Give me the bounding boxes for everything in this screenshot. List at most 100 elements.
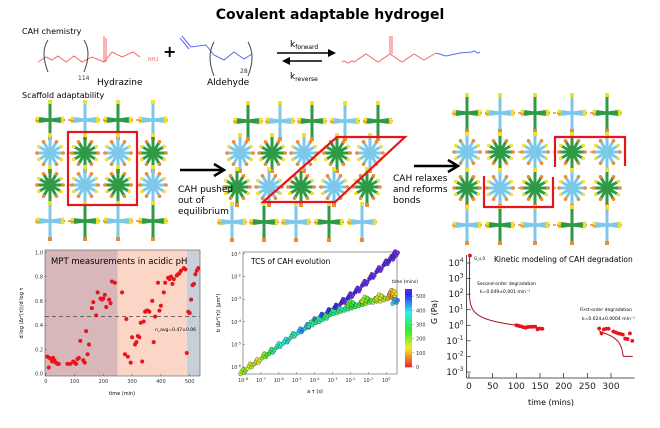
arm-end <box>539 197 544 202</box>
lattice-arm <box>571 144 585 154</box>
arm-end <box>332 167 336 171</box>
lattice-arm <box>522 109 536 115</box>
lattice-arm <box>299 117 313 123</box>
lattice-node <box>520 205 550 245</box>
x-tick-label: 10-4 <box>310 377 321 384</box>
arm-end <box>157 139 162 144</box>
data-point <box>540 326 545 331</box>
data-point <box>122 352 127 357</box>
lattice-node <box>35 100 65 140</box>
colorbar-segment <box>405 322 412 325</box>
arm-end <box>274 221 279 226</box>
lattice-arm <box>117 145 131 155</box>
arm-end <box>616 143 621 148</box>
arm-end <box>305 173 310 178</box>
colorbar-label: time (mins) <box>392 279 418 285</box>
arm-end <box>592 186 596 190</box>
arm-end <box>281 157 286 162</box>
arm-end <box>477 112 482 117</box>
arm-end <box>157 171 162 176</box>
arm-end <box>509 156 514 161</box>
arm-end <box>54 139 59 144</box>
data-point <box>372 273 377 278</box>
data-point <box>151 340 156 345</box>
arm-end <box>255 178 260 183</box>
arm-end <box>278 137 282 141</box>
lattice-arm <box>239 145 253 155</box>
tcs-x-axis-label: a τ (s) <box>307 389 323 395</box>
colorbar-tick-label: 0 <box>416 365 419 371</box>
data-point <box>76 355 81 360</box>
arm-end <box>94 176 99 181</box>
arm-end <box>116 133 120 137</box>
lattice-arm <box>316 218 330 224</box>
arm-end <box>371 196 376 201</box>
arm-end <box>582 221 587 226</box>
arm-end <box>477 221 482 226</box>
arm-end <box>162 176 167 181</box>
arm-end <box>217 218 222 223</box>
arm-end <box>306 221 311 226</box>
arm-end <box>557 186 561 190</box>
data-point <box>365 295 370 301</box>
arm-end <box>545 221 550 226</box>
kinetic-chart: 0 50 100 150 200 250 300 10-3 10-2 10-1 100 101 102 1… <box>446 253 635 392</box>
lattice-node <box>289 133 319 173</box>
data-point <box>91 300 96 305</box>
lattice-arm <box>333 179 347 189</box>
arm-end <box>605 129 609 133</box>
arm-end <box>478 186 482 190</box>
arm-end <box>231 162 236 167</box>
arm-end <box>533 93 537 97</box>
arm-end <box>325 173 330 178</box>
arm-end <box>129 183 133 187</box>
arm-end <box>104 157 109 162</box>
colorbar-segment <box>405 363 412 366</box>
step2-text: CAH relaxes and reforms bonds <box>393 174 450 206</box>
lattice-arm <box>571 221 585 227</box>
lattice-arm <box>300 179 314 189</box>
arm-end <box>368 133 372 137</box>
data-point <box>147 309 152 314</box>
arm-end <box>248 185 252 189</box>
lattice-arm <box>152 145 166 155</box>
arm-end <box>617 109 622 114</box>
arm-end <box>226 157 231 162</box>
y-tick-label: 0.8 <box>35 275 43 281</box>
arm-end <box>322 117 327 122</box>
lattice-arm <box>522 221 536 227</box>
data-point <box>157 308 162 313</box>
arm-end <box>231 139 236 144</box>
data-point <box>56 361 61 366</box>
arm-end <box>320 178 325 183</box>
arm-end <box>128 220 133 225</box>
data-point <box>156 280 161 285</box>
arm-end <box>61 183 65 187</box>
arm-end <box>491 174 496 179</box>
lattice-arm <box>487 221 501 227</box>
arm-end <box>139 189 144 194</box>
lattice-node <box>70 133 100 173</box>
arrow-right-icon <box>328 49 336 57</box>
x-tick-label: 300 <box>127 379 137 385</box>
arm-end <box>520 221 525 226</box>
colorbar-segment <box>405 314 412 317</box>
data-point <box>168 274 173 279</box>
colorbar-segment <box>405 355 412 358</box>
arm-end <box>76 194 81 199</box>
arm-end <box>103 217 108 222</box>
x-tick-label: 100 <box>382 377 391 384</box>
y-tick-label: 0.0 <box>35 372 43 378</box>
arm-end <box>353 191 358 196</box>
data-point <box>620 332 625 337</box>
arm-end <box>526 138 531 143</box>
aldehyde-structure <box>179 35 253 61</box>
colorbar-segment <box>405 341 412 344</box>
lattice-arm <box>279 117 293 123</box>
equilibrium-arrows <box>277 49 336 65</box>
arm-end <box>60 220 65 225</box>
arm-end <box>281 144 286 149</box>
lattice-arm <box>534 144 548 154</box>
arm-end <box>258 117 263 122</box>
arm-end <box>363 117 368 122</box>
